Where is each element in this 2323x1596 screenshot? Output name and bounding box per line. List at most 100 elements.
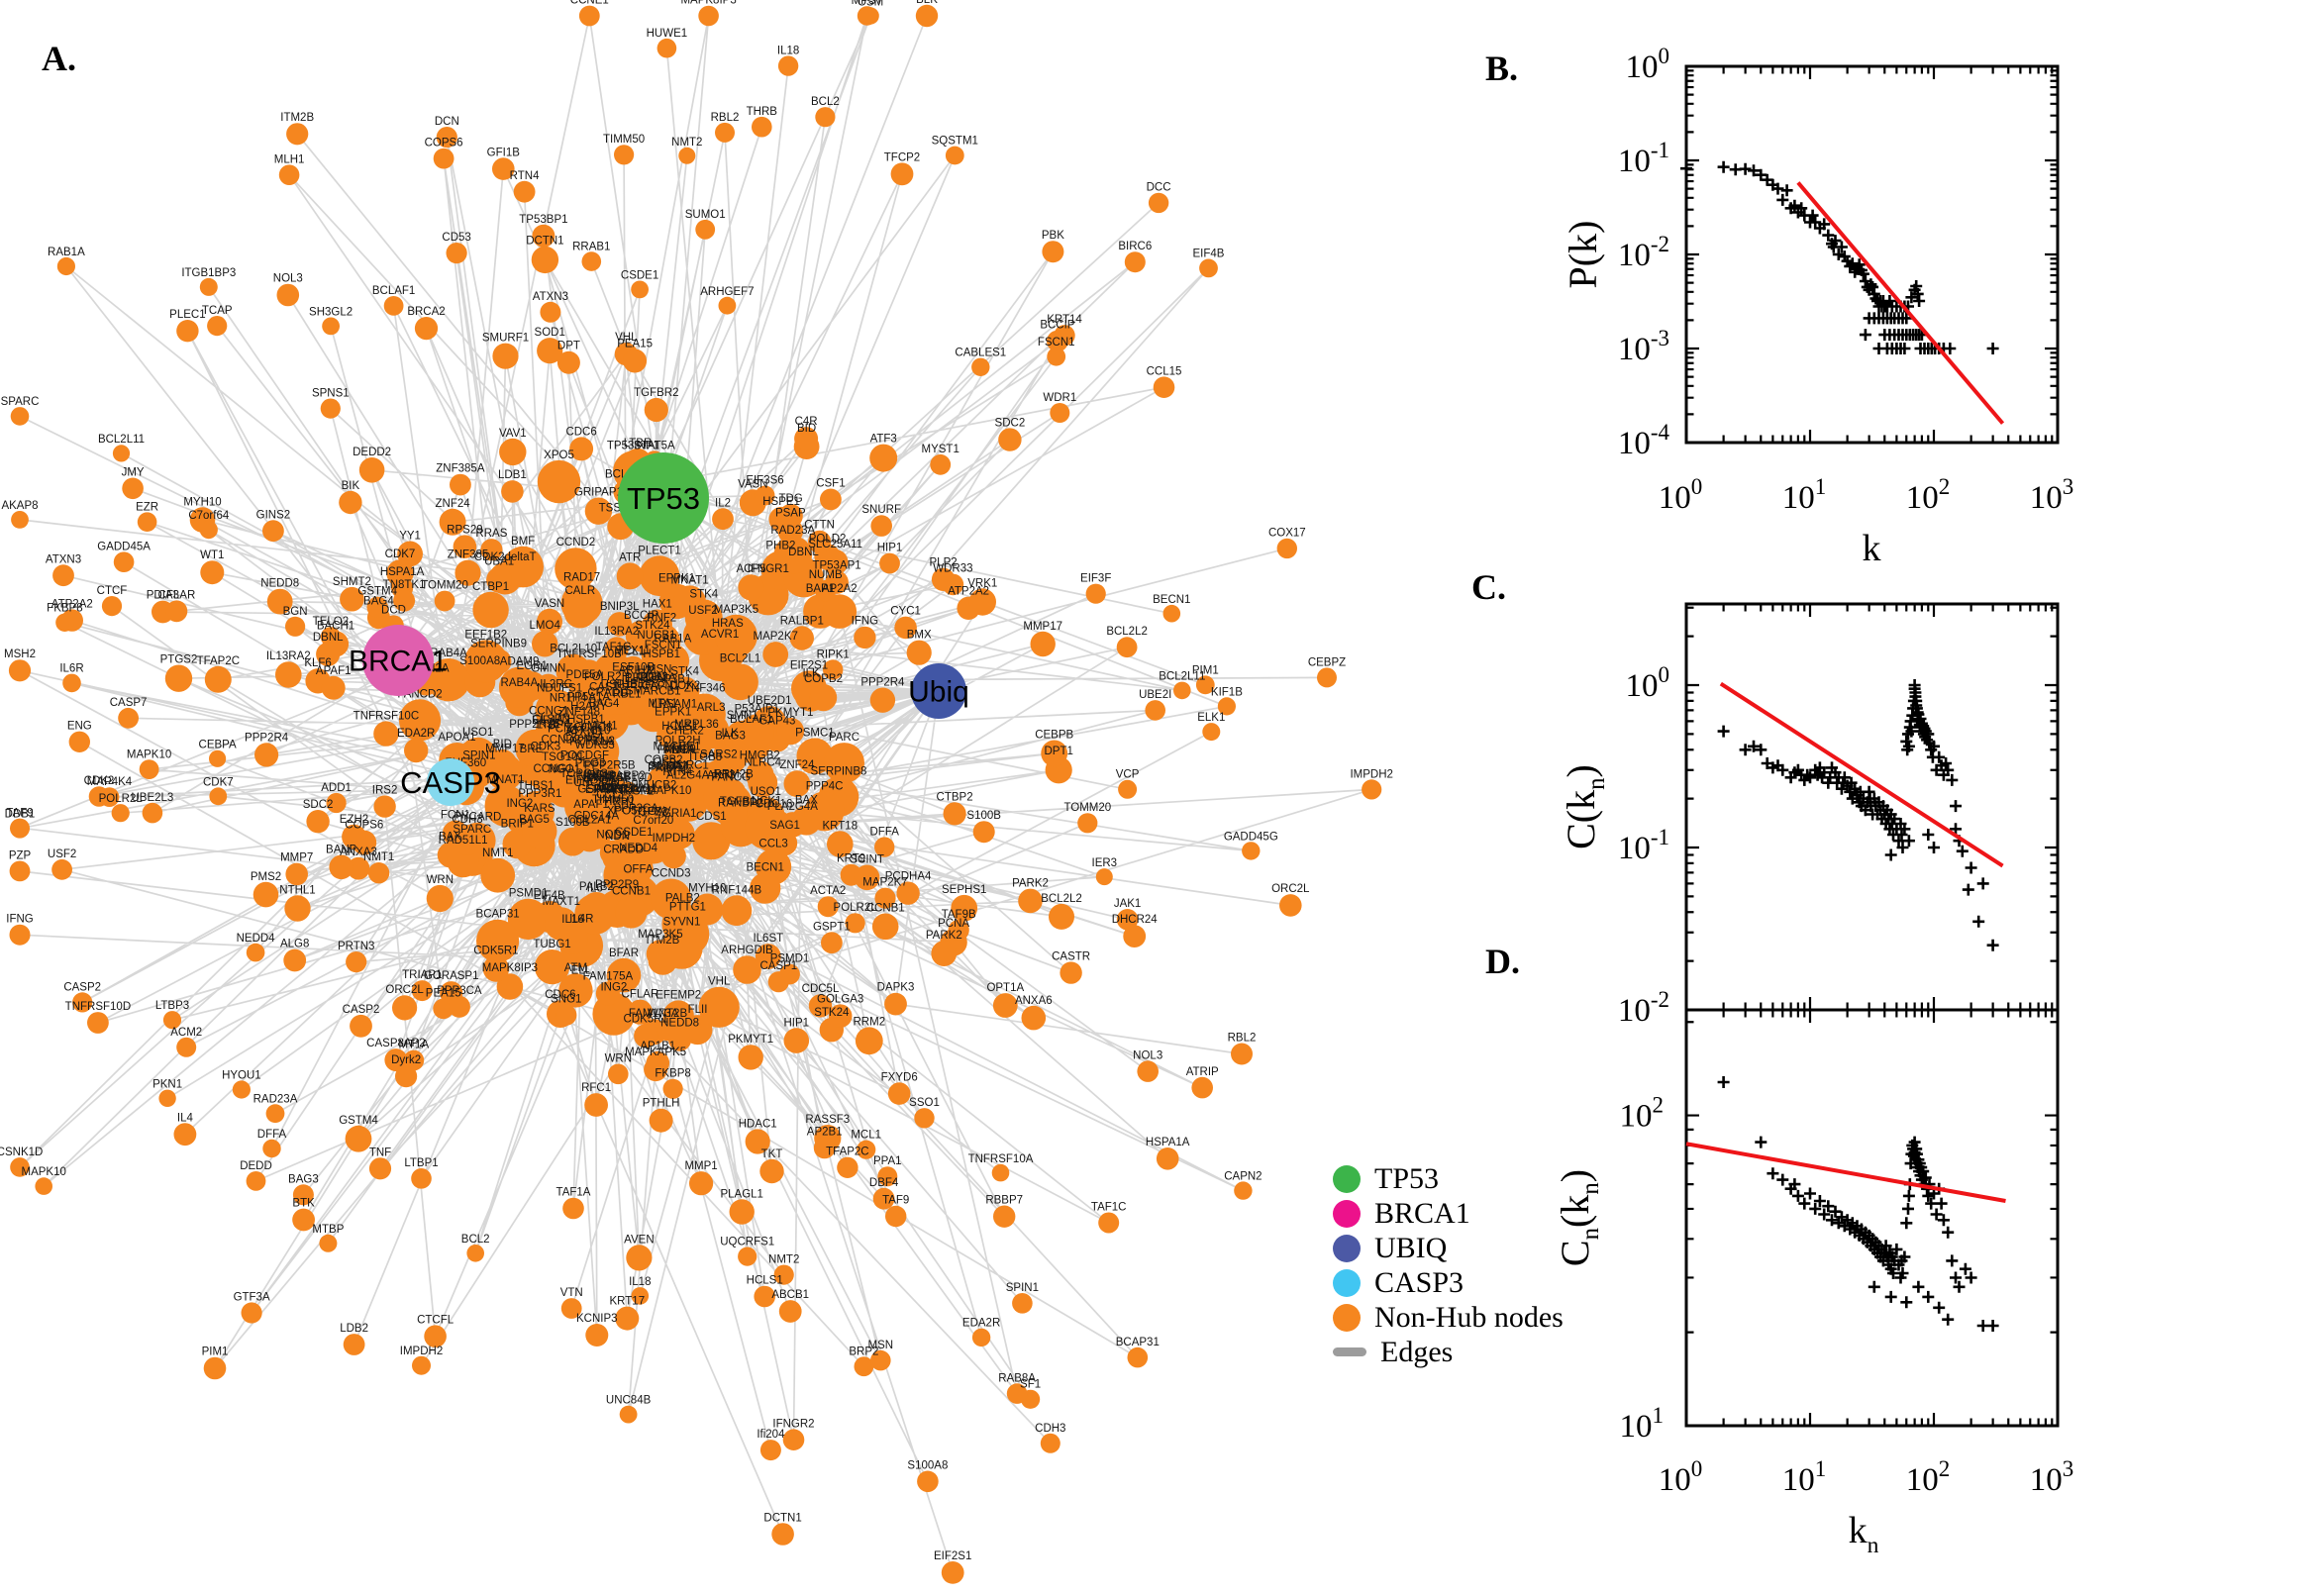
network-node [492, 157, 515, 180]
panel-label-c: C. [1471, 567, 1506, 607]
node-label: PHB2 [765, 540, 795, 551]
node-label: HMGB2 [740, 749, 780, 761]
node-label: KIF1B [1211, 686, 1243, 698]
node-label: ARIH2 [618, 665, 652, 677]
network-node [484, 784, 527, 827]
node-label: PARK2 [926, 930, 962, 942]
network-node [714, 614, 758, 657]
node-label: BCL2 [811, 96, 840, 108]
axis-ticks [1684, 64, 2060, 445]
node-label: H2AFY [570, 701, 607, 713]
network-node [824, 743, 864, 784]
node-label: WT1 [200, 549, 224, 561]
node-label: CSDE1 [615, 827, 653, 839]
node-label: FCN1 [441, 810, 470, 822]
legend-label: CASP3 [1374, 1265, 1464, 1299]
network-node [111, 804, 130, 823]
node-label: CASP1 [759, 960, 797, 972]
node-label: STK4 [670, 666, 699, 678]
network-node [808, 530, 832, 553]
node-label: PPP2R5E [509, 719, 560, 731]
node-label: MTBP [312, 1224, 344, 1236]
node-label: BECN1 [1153, 594, 1190, 606]
network-node [884, 992, 907, 1016]
network-node [403, 1049, 425, 1071]
node-label: PTTG1 [669, 902, 706, 914]
node-label: CDK7 [203, 776, 234, 788]
node-label: BLK [916, 0, 938, 6]
network-node [915, 4, 939, 28]
network-node [712, 508, 734, 531]
network-node [656, 1019, 679, 1042]
network-node [998, 428, 1022, 451]
node-label: CCNE1 [570, 0, 609, 7]
node-label: SNURF [861, 504, 901, 516]
node-label: EIF4A2 [532, 715, 569, 727]
node-label: PKMYT1 [767, 707, 813, 719]
network-node [815, 107, 836, 128]
network-node [817, 896, 839, 918]
network-node [466, 1245, 485, 1262]
node-label: GORASP1 [424, 970, 479, 982]
network-node [638, 630, 667, 660]
network-node [262, 1139, 281, 1158]
network-node [507, 898, 550, 941]
network-node [755, 485, 775, 506]
network-node [350, 1014, 372, 1038]
node-label: DHCR24 [1112, 914, 1159, 926]
network-node [137, 512, 157, 532]
node-label: S100A4 [649, 761, 690, 773]
node-label: CDC16 [756, 799, 793, 811]
node-label: PDE5A [566, 669, 604, 681]
node-label: BRIP1 [501, 819, 534, 831]
node-label: EPHA3 [585, 784, 623, 796]
node-label: ILK [802, 668, 820, 680]
node-label: PCYT1A [569, 737, 614, 748]
network-node [450, 473, 471, 496]
network-node [320, 398, 341, 419]
node-label: CCL3 [758, 838, 787, 849]
node-label: PLA2G4A [767, 801, 818, 813]
node-label: WDR1 [1043, 392, 1076, 404]
network-node [531, 246, 559, 274]
node-label: APOA1 [438, 732, 475, 744]
node-label: CTTN [804, 520, 835, 532]
network-node [472, 591, 509, 629]
node-label: MMP7 [280, 852, 313, 864]
network-node [872, 1187, 895, 1210]
node-label: PTHLH [643, 1098, 680, 1110]
node-label: SSO1 [909, 1097, 940, 1109]
node-label: SH3GL2 [309, 307, 353, 319]
node-label: RAB4A [430, 648, 467, 659]
node-label: RNF144B [712, 884, 762, 896]
node-label: CABLES1 [955, 348, 1006, 359]
network-nodes [8, 4, 1382, 1584]
node-label: SIRC1 [675, 759, 709, 771]
node-label: TAF9 [882, 1195, 909, 1207]
node-label: SMARCB1 [626, 685, 681, 697]
node-label: IL16 [561, 914, 583, 926]
network-node [411, 980, 433, 1002]
network-node [158, 1089, 176, 1108]
network-node [651, 878, 692, 920]
node-label: SHMT2 [333, 576, 371, 588]
node-label: PIM1 [1192, 665, 1219, 677]
tick-label: 100 [1626, 44, 1670, 85]
node-label: CASP2 [343, 1004, 380, 1016]
node-label: TKT [761, 1148, 783, 1160]
node-label: S100B [966, 810, 1001, 822]
node-label: WDR33 [933, 563, 972, 575]
node-label: UBE2L3 [131, 792, 173, 804]
node-label: MMP1 [684, 1160, 717, 1172]
node-label: RAB1A [48, 247, 85, 258]
node-label: NLRC4 [744, 756, 781, 768]
network-node [322, 317, 340, 336]
node-label: MSN [647, 664, 672, 676]
tick-label: 10-4 [1618, 420, 1670, 461]
node-label: MRE11 [578, 769, 616, 781]
network-node [51, 858, 72, 880]
network-node [1148, 192, 1169, 214]
network-node [204, 665, 232, 693]
network-node [623, 349, 648, 373]
